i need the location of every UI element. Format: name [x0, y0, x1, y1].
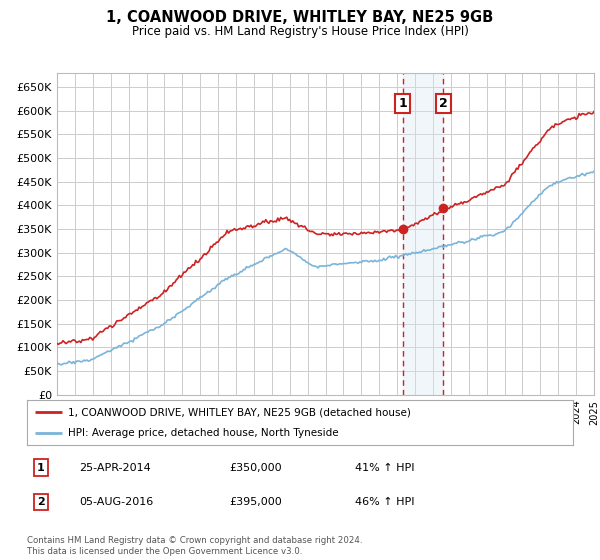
Text: 25-APR-2014: 25-APR-2014	[79, 463, 151, 473]
Text: 05-AUG-2016: 05-AUG-2016	[79, 497, 153, 507]
Text: 1, COANWOOD DRIVE, WHITLEY BAY, NE25 9GB (detached house): 1, COANWOOD DRIVE, WHITLEY BAY, NE25 9GB…	[68, 408, 411, 418]
Text: Contains HM Land Registry data © Crown copyright and database right 2024.
This d: Contains HM Land Registry data © Crown c…	[27, 536, 362, 556]
Text: 2: 2	[439, 97, 448, 110]
Text: Price paid vs. HM Land Registry's House Price Index (HPI): Price paid vs. HM Land Registry's House …	[131, 25, 469, 38]
Text: £395,000: £395,000	[229, 497, 282, 507]
Text: 46% ↑ HPI: 46% ↑ HPI	[355, 497, 414, 507]
Text: £350,000: £350,000	[229, 463, 281, 473]
Bar	[403, 73, 443, 395]
Text: 1, COANWOOD DRIVE, WHITLEY BAY, NE25 9GB: 1, COANWOOD DRIVE, WHITLEY BAY, NE25 9GB	[106, 10, 494, 25]
Text: 1: 1	[37, 463, 44, 473]
Text: 41% ↑ HPI: 41% ↑ HPI	[355, 463, 414, 473]
Text: HPI: Average price, detached house, North Tyneside: HPI: Average price, detached house, Nort…	[68, 428, 338, 438]
Text: 1: 1	[398, 97, 407, 110]
Text: 2: 2	[37, 497, 44, 507]
